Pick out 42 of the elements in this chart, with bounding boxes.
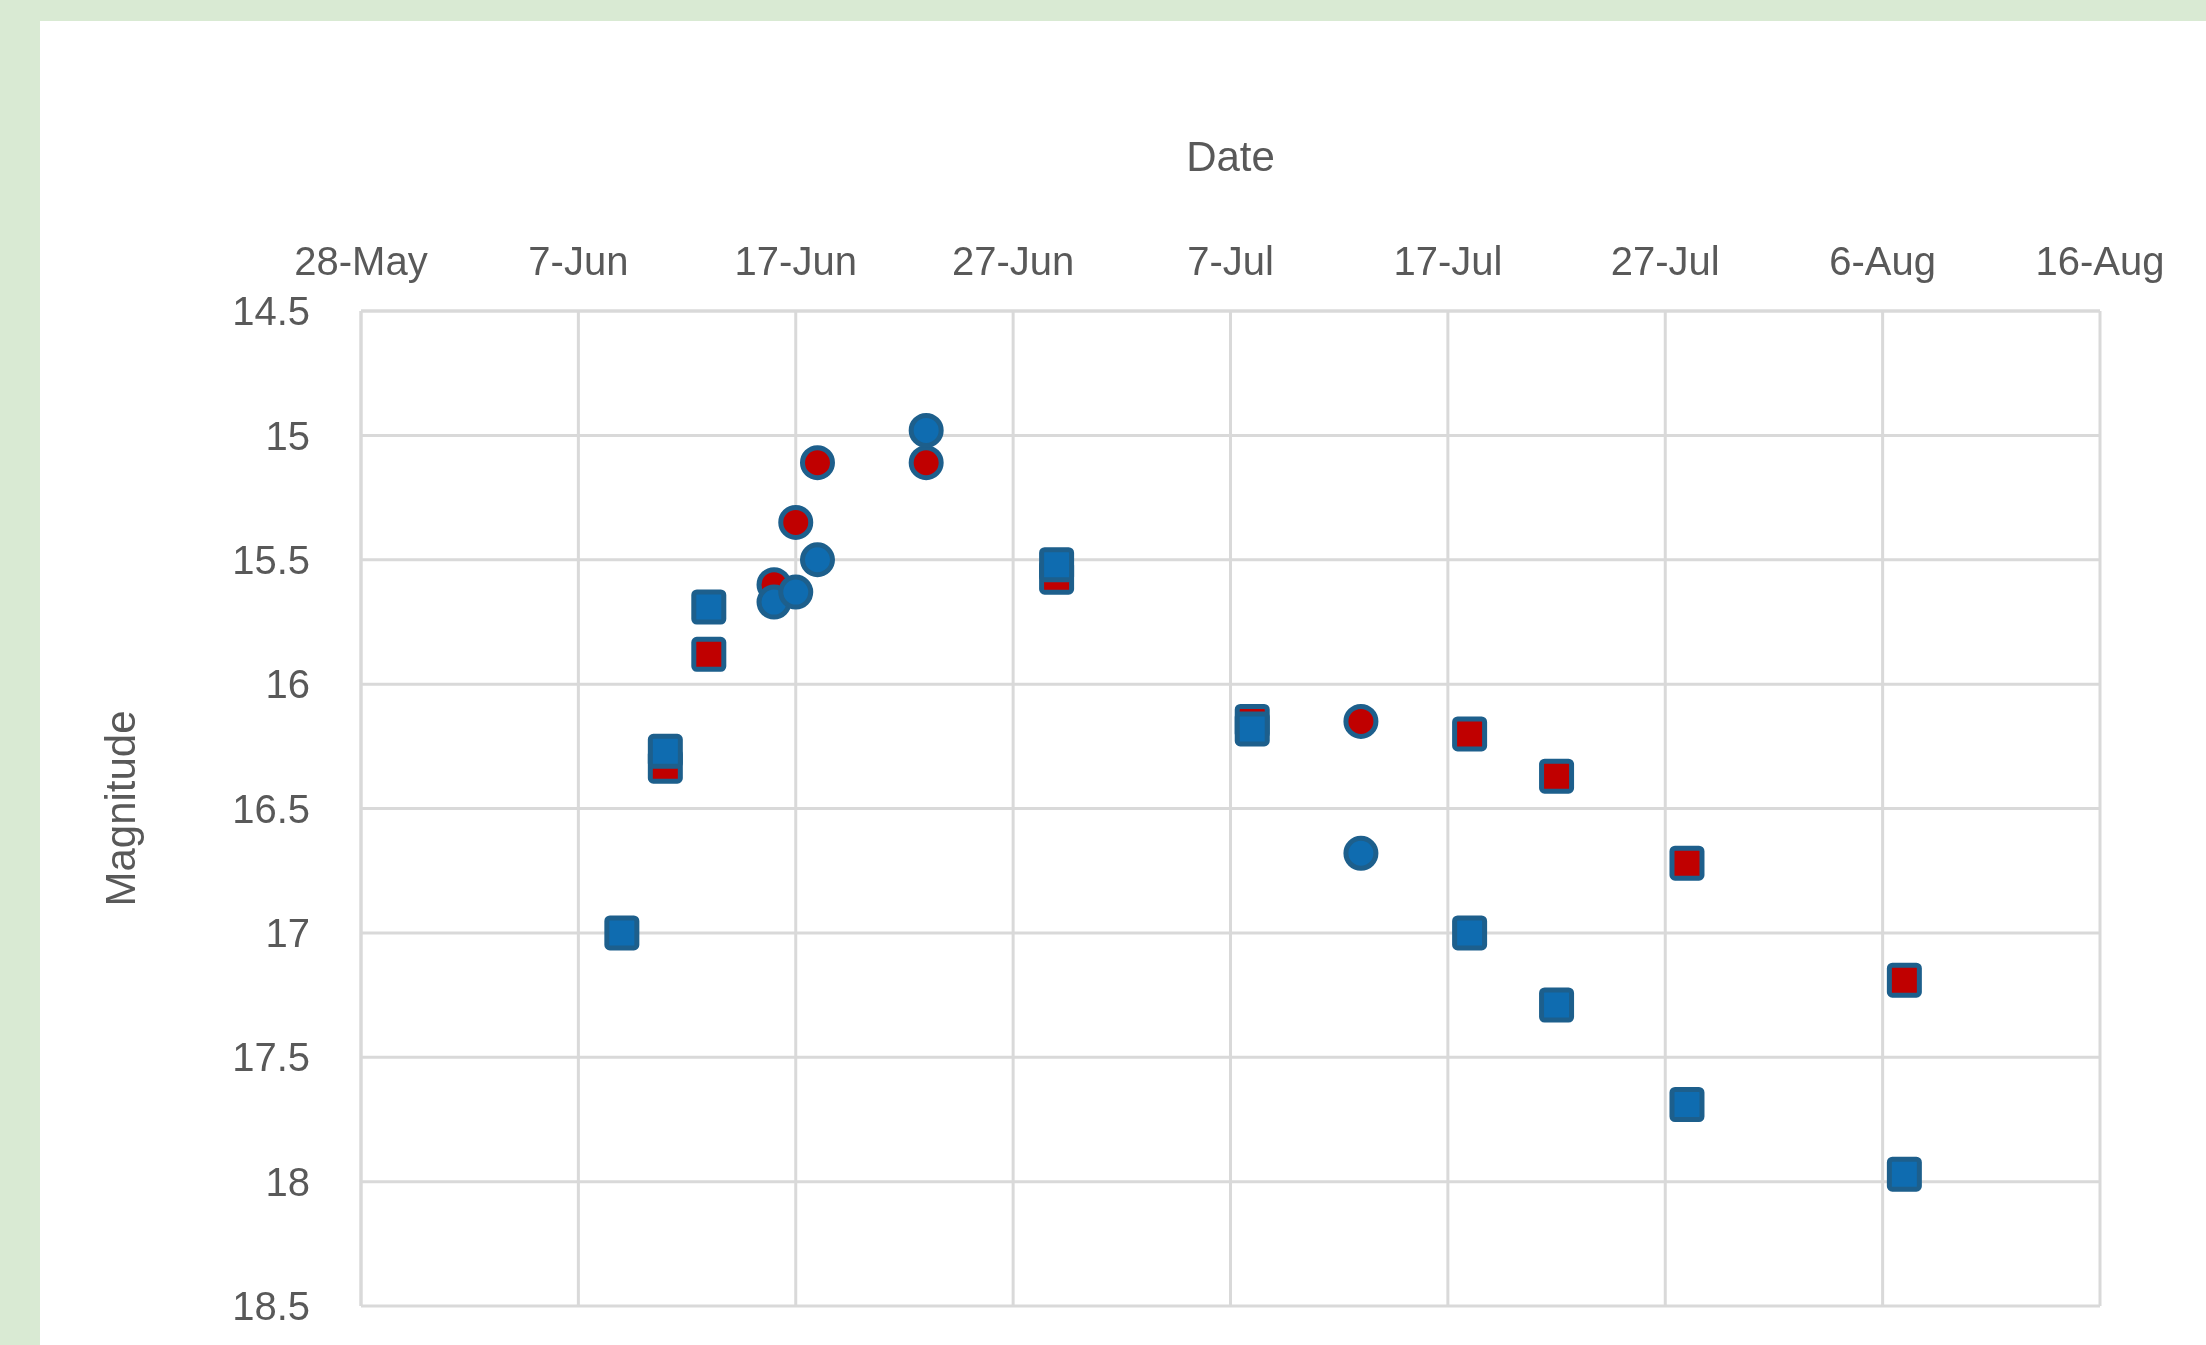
point [799, 542, 835, 578]
y-tick-label: 16.5 [232, 786, 310, 831]
point [1234, 711, 1270, 747]
x-axis-title: Date [1186, 132, 1275, 180]
x-tick-label: 17-Jul [1393, 239, 1503, 283]
x-tick-label: 27-Jun [951, 239, 1075, 283]
y-tick-label: 18.5 [232, 1284, 310, 1329]
point [691, 589, 727, 625]
point [691, 636, 727, 672]
point [1452, 915, 1488, 951]
point [1039, 547, 1075, 583]
x-tick-label: 7-Jul [1187, 239, 1274, 283]
x-tick-label: 6-Aug [1829, 239, 1936, 283]
x-tick-label: 7-Jun [528, 239, 629, 283]
x-tick-label: 28-May [294, 239, 428, 283]
y-tick-label: 14.5 [232, 289, 310, 334]
point [1886, 962, 1922, 998]
point [647, 733, 683, 769]
point [778, 574, 814, 610]
point [1886, 1156, 1922, 1192]
y-tick-label: 15.5 [232, 537, 310, 582]
point [1343, 835, 1379, 871]
point [1539, 987, 1575, 1023]
point [1343, 703, 1379, 739]
y-tick-label: 18 [265, 1159, 310, 1204]
y-tick-label: 17 [265, 911, 310, 956]
point [908, 445, 944, 481]
point [1539, 758, 1575, 794]
point [1452, 716, 1488, 752]
y-axis-title: Magnitude [96, 710, 144, 907]
point [1669, 845, 1705, 881]
point [604, 915, 640, 951]
x-tick-label: 16-Aug [2035, 239, 2165, 283]
y-tick-label: 17.5 [232, 1035, 310, 1080]
y-tick-label: 16 [265, 662, 310, 707]
point [1669, 1087, 1705, 1123]
y-tick-label: 15 [265, 413, 310, 458]
point [908, 412, 944, 448]
x-tick-label: 17-Jun [734, 239, 857, 283]
point [778, 504, 814, 540]
x-tick-label: 27-Jul [1610, 239, 1720, 283]
point [799, 445, 835, 481]
